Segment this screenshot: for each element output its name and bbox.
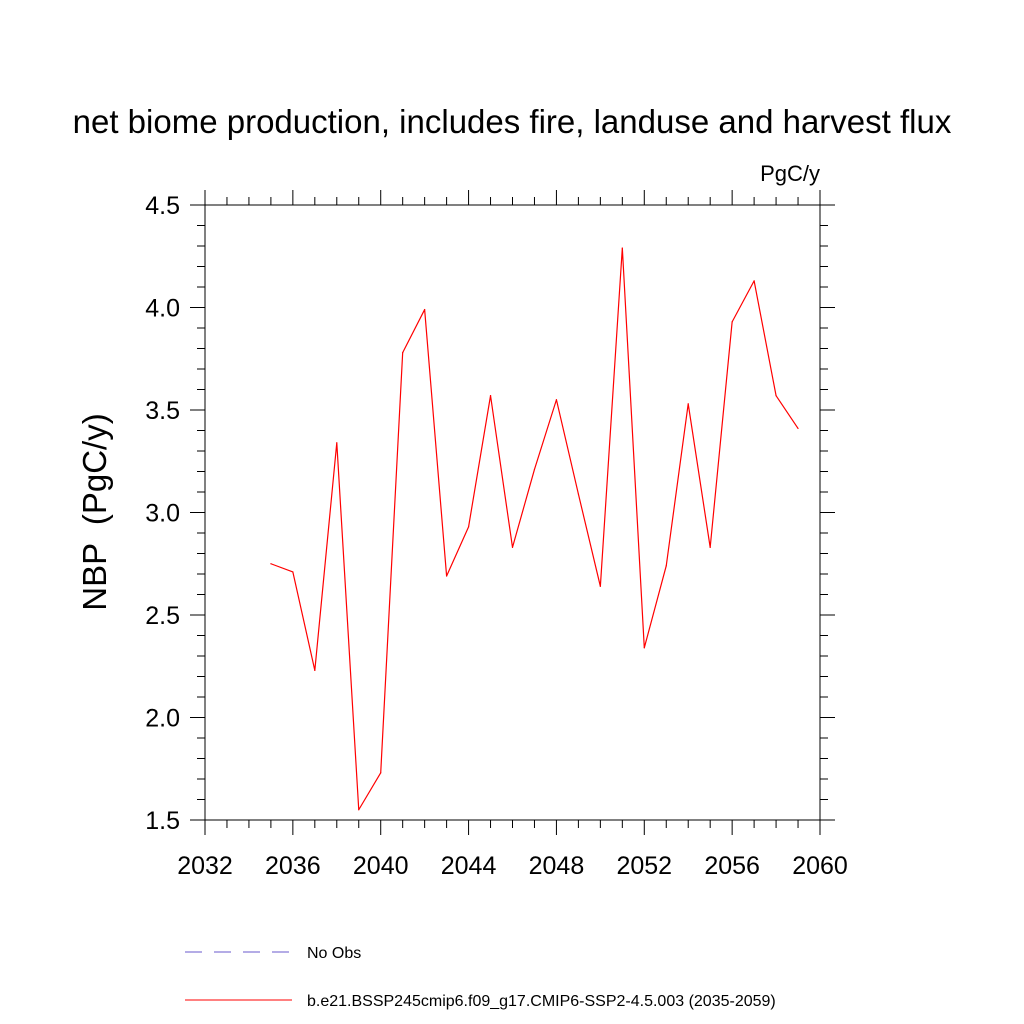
data-point: [797, 427, 799, 430]
x-tick-label: 2048: [529, 852, 585, 880]
data-point: [336, 442, 338, 444]
data-point: [731, 321, 733, 323]
data-point: [577, 493, 579, 495]
data-point: [643, 647, 645, 649]
data-point: [358, 809, 360, 811]
axis-ticks: [190, 190, 835, 835]
y-tick-label: 4.0: [145, 295, 180, 323]
x-tick-label: 2032: [177, 852, 233, 880]
data-series: [270, 247, 799, 811]
legend-label: b.e21.BSSP245cmip6.f09_g17.CMIP6-SSP2-4.…: [307, 993, 776, 1010]
x-tick-label: 2052: [616, 852, 672, 880]
data-point: [599, 585, 601, 587]
legend: No Obs b.e21.BSSP245cmip6.f09_g17.CMIP6-S…: [185, 945, 776, 1010]
data-point: [665, 565, 667, 567]
y-axis-label: NBP (PgC/y): [76, 413, 113, 610]
data-point: [555, 399, 558, 401]
x-tick-label: 2056: [704, 852, 760, 880]
data-point: [533, 468, 536, 471]
plot-frame: [204, 204, 821, 821]
data-point: [621, 247, 623, 249]
data-point: [709, 546, 711, 548]
y-tick-label: 3.5: [145, 397, 180, 425]
data-point: [489, 395, 492, 397]
data-point: [424, 308, 426, 311]
data-point: [446, 575, 448, 577]
data-point: [687, 403, 689, 405]
data-point: [753, 280, 755, 282]
chart-title: net biome production, includes fire, lan…: [73, 103, 952, 140]
data-point: [467, 526, 470, 528]
x-tick-label: 2040: [353, 852, 409, 880]
units-label: PgC/y: [760, 161, 820, 186]
x-tick-label: 2044: [441, 852, 497, 880]
x-tick-label: 2060: [792, 852, 848, 880]
y-tick-label: 4.5: [145, 192, 180, 220]
x-tick-label: 2036: [265, 852, 321, 880]
data-point: [314, 669, 316, 671]
data-point: [402, 352, 404, 354]
data-point: [292, 571, 294, 573]
y-tick-label: 1.5: [145, 807, 180, 835]
series-line: [270, 247, 799, 811]
data-point: [380, 772, 382, 774]
y-tick-label: 3.0: [145, 500, 180, 528]
y-tick-label: 2.5: [145, 602, 180, 630]
y-tick-label: 2.0: [145, 705, 180, 733]
data-point: [270, 563, 272, 565]
axis-tick-labels: 2032 2036 2040 2044 2048 2052 2056 2060 1.5 2.0 2.…: [145, 192, 848, 880]
data-point: [511, 546, 514, 548]
legend-label: No Obs: [307, 945, 361, 962]
data-point: [775, 395, 777, 397]
